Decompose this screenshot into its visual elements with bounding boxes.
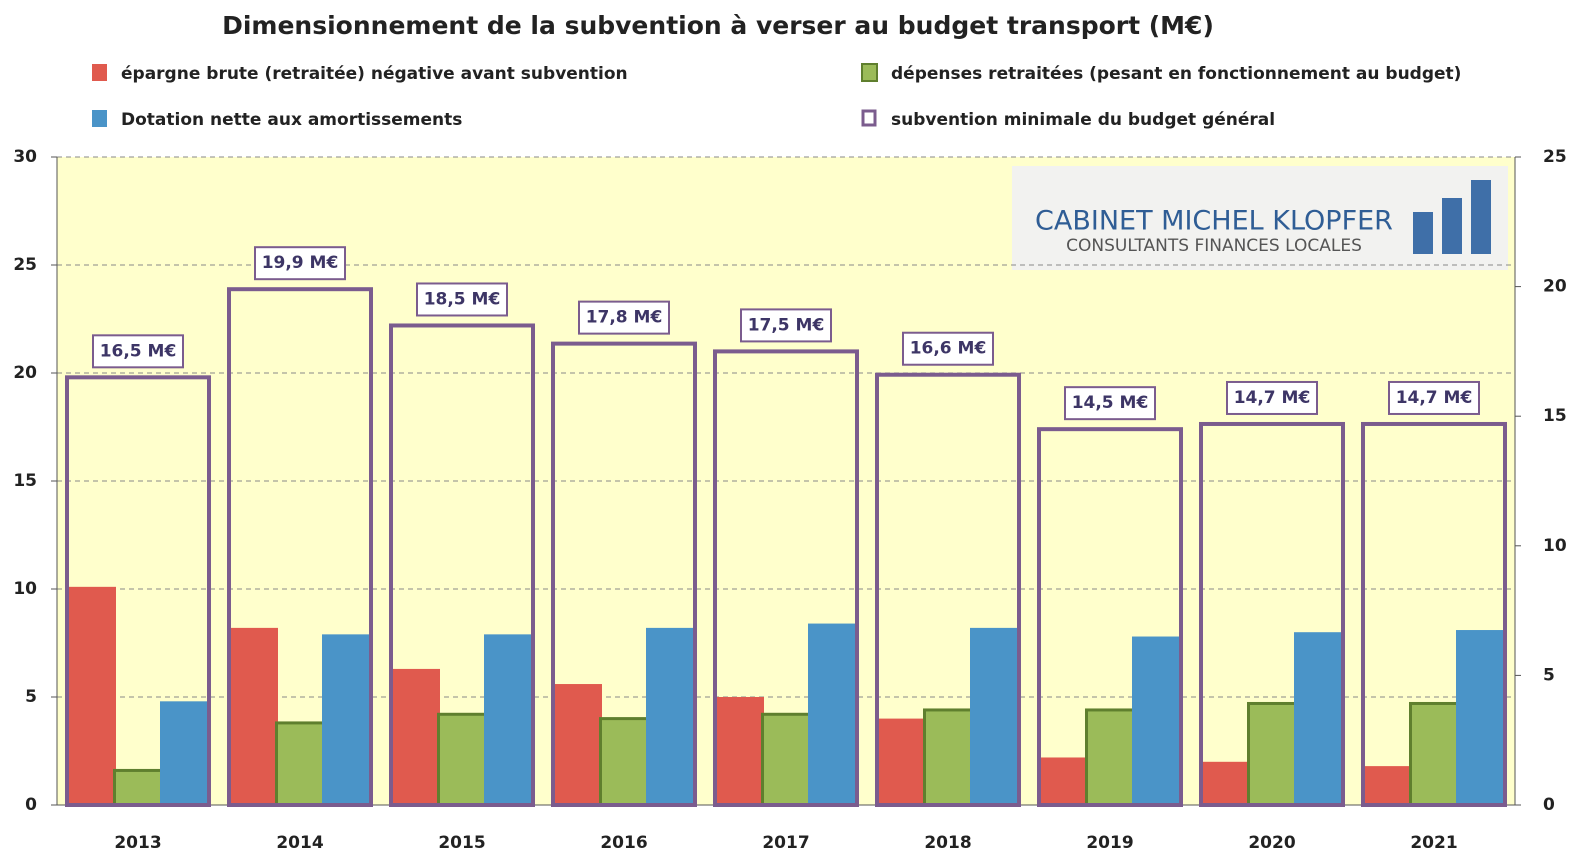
y2-tick-label: 15 bbox=[1543, 406, 1567, 426]
bar bbox=[1365, 766, 1412, 805]
value-label-box bbox=[902, 331, 994, 366]
chart-title: Dimensionnement de la subvention à verse… bbox=[222, 11, 1214, 40]
bar bbox=[113, 768, 163, 807]
bar bbox=[69, 586, 116, 805]
x-tick-label: 2019 bbox=[1086, 833, 1133, 853]
x-tick-label: 2016 bbox=[600, 833, 647, 853]
y-tick-label: 10 bbox=[13, 579, 37, 599]
value-label: 16,6 M€ bbox=[910, 339, 987, 359]
x-tick-label: 2015 bbox=[438, 833, 485, 853]
value-label: 14,7 M€ bbox=[1396, 388, 1473, 408]
value-label-box bbox=[416, 282, 508, 317]
logo-icon bbox=[1442, 198, 1462, 254]
y2-tick-label: 0 bbox=[1543, 795, 1555, 815]
legend-label: Dotation nette aux amortissements bbox=[121, 110, 462, 130]
value-label-box bbox=[1226, 380, 1318, 415]
y-tick-label: 30 bbox=[13, 147, 37, 167]
x-tick-label: 2018 bbox=[924, 833, 971, 853]
y2-tick-label: 5 bbox=[1543, 665, 1555, 685]
value-label: 18,5 M€ bbox=[424, 289, 501, 309]
logo-text: CONSULTANTS FINANCES LOCALES bbox=[1066, 236, 1362, 256]
subvention-box bbox=[65, 375, 211, 807]
logo-text: CABINET MICHEL KLOPFER bbox=[1035, 206, 1393, 237]
value-label-box bbox=[254, 246, 346, 281]
bar bbox=[555, 684, 602, 805]
legend-label: subvention minimale du budget général bbox=[891, 110, 1275, 130]
x-tick-label: 2013 bbox=[114, 833, 161, 853]
x-tick-label: 2017 bbox=[762, 833, 809, 853]
legend-label: dépenses retraitées (pesant en fonctionn… bbox=[891, 64, 1461, 84]
logo-icon bbox=[1413, 212, 1433, 254]
bar bbox=[1041, 757, 1088, 805]
logo-icon bbox=[1471, 180, 1491, 254]
value-label: 19,9 M€ bbox=[262, 253, 339, 273]
bar bbox=[1132, 636, 1179, 805]
bar bbox=[1409, 701, 1459, 807]
subvention-box bbox=[1199, 421, 1345, 807]
value-label: 17,8 M€ bbox=[586, 308, 663, 328]
bar bbox=[231, 627, 278, 805]
value-label-box bbox=[740, 308, 832, 343]
bar bbox=[599, 717, 649, 807]
bar bbox=[1456, 630, 1503, 805]
y-tick-label: 20 bbox=[13, 363, 37, 383]
subvention-box bbox=[1037, 427, 1183, 807]
value-label-box bbox=[1064, 386, 1156, 421]
value-label: 14,5 M€ bbox=[1072, 393, 1149, 413]
y2-tick-label: 25 bbox=[1543, 147, 1567, 167]
bar bbox=[646, 627, 693, 805]
bar bbox=[923, 708, 973, 807]
bar bbox=[717, 697, 764, 805]
legend-label: épargne brute (retraitée) négative avant… bbox=[121, 64, 628, 84]
bar bbox=[484, 634, 531, 805]
subvention-box bbox=[1361, 421, 1507, 807]
subvention-box bbox=[227, 287, 373, 807]
subvention-box bbox=[389, 323, 535, 807]
bar bbox=[808, 623, 855, 805]
bar bbox=[1294, 632, 1341, 805]
bar bbox=[1203, 761, 1250, 805]
value-label: 16,5 M€ bbox=[100, 341, 177, 361]
bar bbox=[275, 721, 325, 807]
subvention-box bbox=[713, 349, 859, 807]
bar bbox=[437, 712, 487, 807]
bar bbox=[761, 712, 811, 807]
subvention-box bbox=[551, 341, 697, 807]
value-label-box bbox=[1388, 380, 1480, 415]
y2-tick-label: 10 bbox=[1543, 536, 1567, 556]
y2-tick-label: 20 bbox=[1543, 277, 1567, 297]
bar bbox=[879, 718, 926, 805]
legend-swatch bbox=[861, 109, 877, 127]
bar bbox=[970, 627, 1017, 805]
value-label: 14,7 M€ bbox=[1234, 388, 1311, 408]
bar bbox=[160, 701, 207, 805]
bar bbox=[322, 634, 369, 805]
value-label-box bbox=[92, 334, 184, 369]
x-tick-label: 2021 bbox=[1410, 833, 1457, 853]
value-label-box bbox=[578, 300, 670, 335]
subvention-box bbox=[875, 372, 1021, 807]
legend-swatch bbox=[92, 110, 107, 127]
y-tick-label: 25 bbox=[13, 255, 37, 275]
y-tick-label: 0 bbox=[25, 795, 37, 815]
bar bbox=[1085, 708, 1135, 807]
value-label: 17,5 M€ bbox=[748, 315, 825, 335]
y-tick-label: 5 bbox=[25, 687, 37, 707]
bar bbox=[393, 668, 440, 805]
bar bbox=[1247, 701, 1297, 807]
x-tick-label: 2014 bbox=[276, 833, 323, 853]
y-tick-label: 15 bbox=[13, 471, 37, 491]
legend-swatch bbox=[861, 63, 878, 82]
x-tick-label: 2020 bbox=[1248, 833, 1295, 853]
legend-swatch bbox=[92, 64, 107, 81]
